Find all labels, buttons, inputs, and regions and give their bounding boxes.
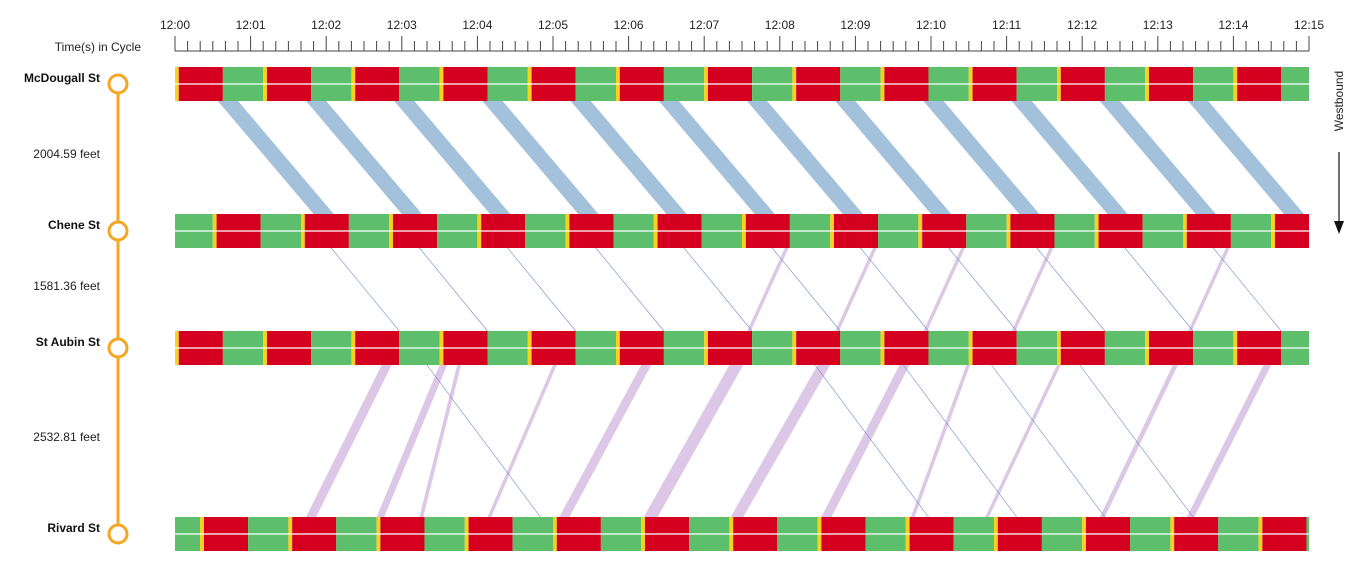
trajectory-line bbox=[595, 247, 665, 332]
eastbound-band bbox=[730, 365, 831, 517]
eastbound-band bbox=[835, 248, 877, 331]
westbound-band bbox=[923, 101, 1040, 214]
axis-tick-label: 12:11 bbox=[992, 18, 1021, 32]
intersection-node[interactable] bbox=[107, 73, 129, 95]
axis-tick-label: 12:13 bbox=[1143, 18, 1173, 32]
eastbound-band bbox=[419, 365, 462, 517]
intersection-node[interactable] bbox=[107, 337, 129, 359]
trajectory-line bbox=[1124, 247, 1194, 332]
eastbound-band bbox=[923, 248, 966, 331]
signal-bar-rivard-st bbox=[175, 517, 1309, 551]
axis-caption: Time(s) in Cycle bbox=[55, 40, 142, 54]
axis-tick-label: 12:09 bbox=[840, 18, 870, 32]
axis-tick-label: 12:10 bbox=[916, 18, 946, 32]
axis-tick-label: 12:06 bbox=[614, 18, 644, 32]
direction-label: Westbound bbox=[1332, 71, 1346, 132]
westbound-band bbox=[835, 101, 952, 214]
eastbound-band bbox=[1186, 365, 1272, 517]
signal-bar-mcdougall-st bbox=[175, 67, 1309, 101]
distance-label: 1581.36 feet bbox=[33, 279, 100, 293]
corridor-panel: McDougall St Chene St St Aubin St Rivard St… bbox=[24, 71, 129, 545]
signal-timing-bars bbox=[175, 67, 1309, 551]
trajectory-line bbox=[1079, 364, 1194, 518]
trajectory-line bbox=[419, 247, 488, 332]
axis-tick-label: 12:07 bbox=[689, 18, 719, 32]
intersection-label: St Aubin St bbox=[36, 335, 100, 349]
trajectory-line bbox=[991, 364, 1106, 518]
trajectory-line bbox=[426, 364, 541, 518]
trajectory-line bbox=[903, 364, 1017, 518]
trajectory-line bbox=[683, 247, 753, 332]
westbound-band bbox=[306, 101, 422, 214]
westbound-band bbox=[217, 101, 334, 214]
eastbound-band bbox=[1011, 248, 1054, 331]
time-axis: 12:00 12:01 12:02 12:03 12:04 12:05 12:06 12:07… bbox=[55, 18, 1325, 54]
westbound-band bbox=[1188, 101, 1304, 214]
westbound-band bbox=[658, 101, 775, 214]
trajectory-line bbox=[1036, 247, 1106, 332]
vehicle-trajectory-lines bbox=[331, 247, 1282, 518]
intersection-node[interactable] bbox=[107, 220, 129, 242]
axis-tick-label: 12:03 bbox=[387, 18, 417, 32]
trajectory-line bbox=[814, 364, 929, 518]
signal-bar-chene-st bbox=[175, 214, 1309, 248]
eastbound-band bbox=[910, 365, 971, 517]
trajectory-line bbox=[1213, 247, 1282, 332]
eastbound-band bbox=[306, 365, 392, 517]
trajectory-line bbox=[331, 247, 400, 332]
westbound-band bbox=[747, 101, 863, 214]
westbound-band bbox=[1011, 101, 1128, 214]
westbound-band bbox=[1099, 101, 1216, 214]
trajectory-line bbox=[507, 247, 576, 332]
eastbound-band bbox=[1099, 365, 1178, 517]
eastbound-band bbox=[747, 248, 789, 331]
distance-label: 2532.81 feet bbox=[33, 430, 100, 444]
axis-tick-label: 12:15 bbox=[1294, 18, 1324, 32]
axis-tick-label: 12:14 bbox=[1218, 18, 1248, 32]
intersection-label: McDougall St bbox=[24, 71, 100, 85]
axis-tick-label: 12:12 bbox=[1067, 18, 1097, 32]
westbound-band bbox=[570, 101, 687, 214]
eastbound-band bbox=[559, 365, 652, 517]
eastbound-band bbox=[821, 365, 910, 517]
signal-bar-st-aubin-st bbox=[175, 331, 1309, 365]
axis-tick-label: 12:01 bbox=[236, 18, 266, 32]
axis-tick-label: 12:05 bbox=[538, 18, 568, 32]
axis-tick-label: 12:04 bbox=[462, 18, 492, 32]
eastbound-band bbox=[1188, 248, 1230, 331]
distance-label: 2004.59 feet bbox=[33, 147, 100, 161]
intersection-node[interactable] bbox=[107, 523, 129, 545]
direction-indicator: Westbound bbox=[1332, 71, 1346, 234]
eastbound-band bbox=[376, 365, 448, 517]
westbound-band bbox=[482, 101, 599, 214]
axis-tick-label: 12:08 bbox=[765, 18, 795, 32]
direction-arrow-head bbox=[1334, 221, 1344, 234]
intersection-label: Rivard St bbox=[47, 521, 100, 535]
intersection-label: Chene St bbox=[48, 218, 100, 232]
westbound-band bbox=[394, 101, 511, 214]
axis-tick-label: 12:02 bbox=[311, 18, 341, 32]
eastbound-band bbox=[487, 365, 557, 517]
progression-bands bbox=[217, 101, 1304, 517]
axis-tick-label: 12:00 bbox=[160, 18, 190, 32]
eastbound-band bbox=[985, 365, 1061, 517]
trajectory-line bbox=[948, 247, 1017, 332]
trajectory-line bbox=[860, 247, 929, 332]
trajectory-line bbox=[772, 247, 841, 332]
eastbound-band bbox=[643, 365, 744, 517]
